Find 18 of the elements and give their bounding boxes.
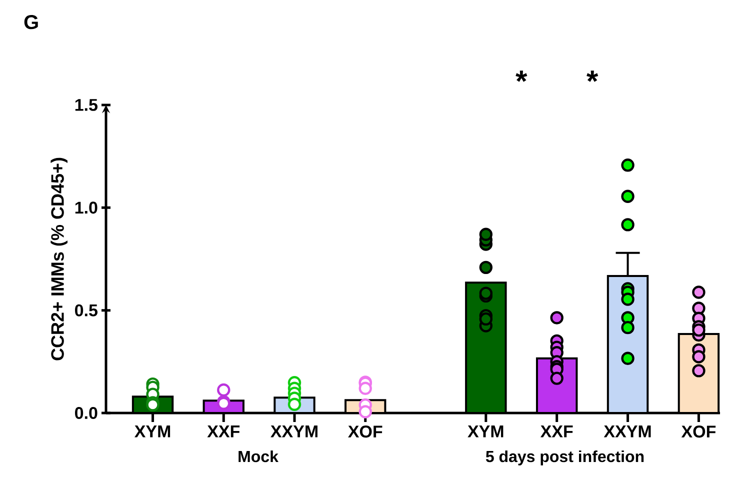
x-tick-label: XXF (207, 426, 240, 438)
x-tick-label: XXYM (270, 426, 318, 438)
x-tick-label: XOF (348, 426, 382, 438)
chart-title: G (24, 15, 38, 30)
y-axis-title: CCR2+ IMMs (% CD45+) (50, 158, 68, 360)
x-axis-title: Mock (238, 450, 278, 462)
text: * (516, 70, 528, 82)
y-tick-label: 1.5 (75, 99, 98, 111)
x-axis-title: 5 days post infection (486, 450, 644, 466)
x-tick-label: XYM (468, 426, 504, 438)
x-tick-label: XYM (134, 426, 170, 438)
text: * (586, 70, 598, 82)
x-tick-label: XXF (540, 426, 573, 438)
y-tick-label: 0.0 (75, 406, 98, 420)
x-tick-label: XOF (681, 426, 716, 438)
x-tick-label: XXYM (604, 426, 651, 438)
y-tick-label: 1.0 (75, 202, 98, 214)
y-tick-label: 0.5 (75, 304, 98, 316)
